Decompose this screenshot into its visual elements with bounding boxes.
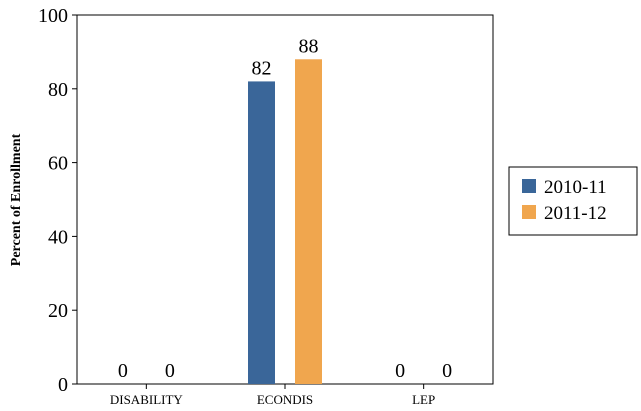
bar: [248, 81, 275, 385]
data-label: 0: [442, 360, 452, 382]
legend-label: 2011-12: [544, 203, 607, 224]
x-tick-label: LEP: [412, 392, 435, 407]
plot-area: 0 20 40 60 80 100 DISABILITY 0 0 ECONDIS 82 88 LEP 0 0: [38, 5, 494, 407]
y-tick-label: 20: [48, 300, 68, 322]
legend-box: [508, 166, 638, 236]
legend: 2010-11 2011-12: [508, 166, 638, 236]
data-label: 0: [118, 360, 128, 382]
plot-frame: [76, 14, 494, 385]
data-label: 0: [395, 360, 405, 382]
legend-label: 2010-11: [544, 177, 607, 198]
legend-swatch: [522, 205, 536, 219]
y-tick-label: 100: [38, 5, 68, 27]
bar: [295, 59, 322, 384]
y-axis-label: Percent of Enrollment: [9, 133, 24, 266]
x-tick-label: DISABILITY: [110, 392, 184, 407]
data-label: 82: [252, 57, 272, 79]
x-tick-label: ECONDIS: [257, 392, 313, 407]
y-tick-label: 80: [48, 79, 68, 101]
y-tick-label: 0: [58, 374, 68, 396]
data-label: 0: [165, 360, 175, 382]
data-label: 88: [299, 35, 319, 57]
legend-swatch: [522, 179, 536, 193]
y-tick-label: 40: [48, 226, 68, 248]
y-tick-label: 60: [48, 153, 68, 175]
